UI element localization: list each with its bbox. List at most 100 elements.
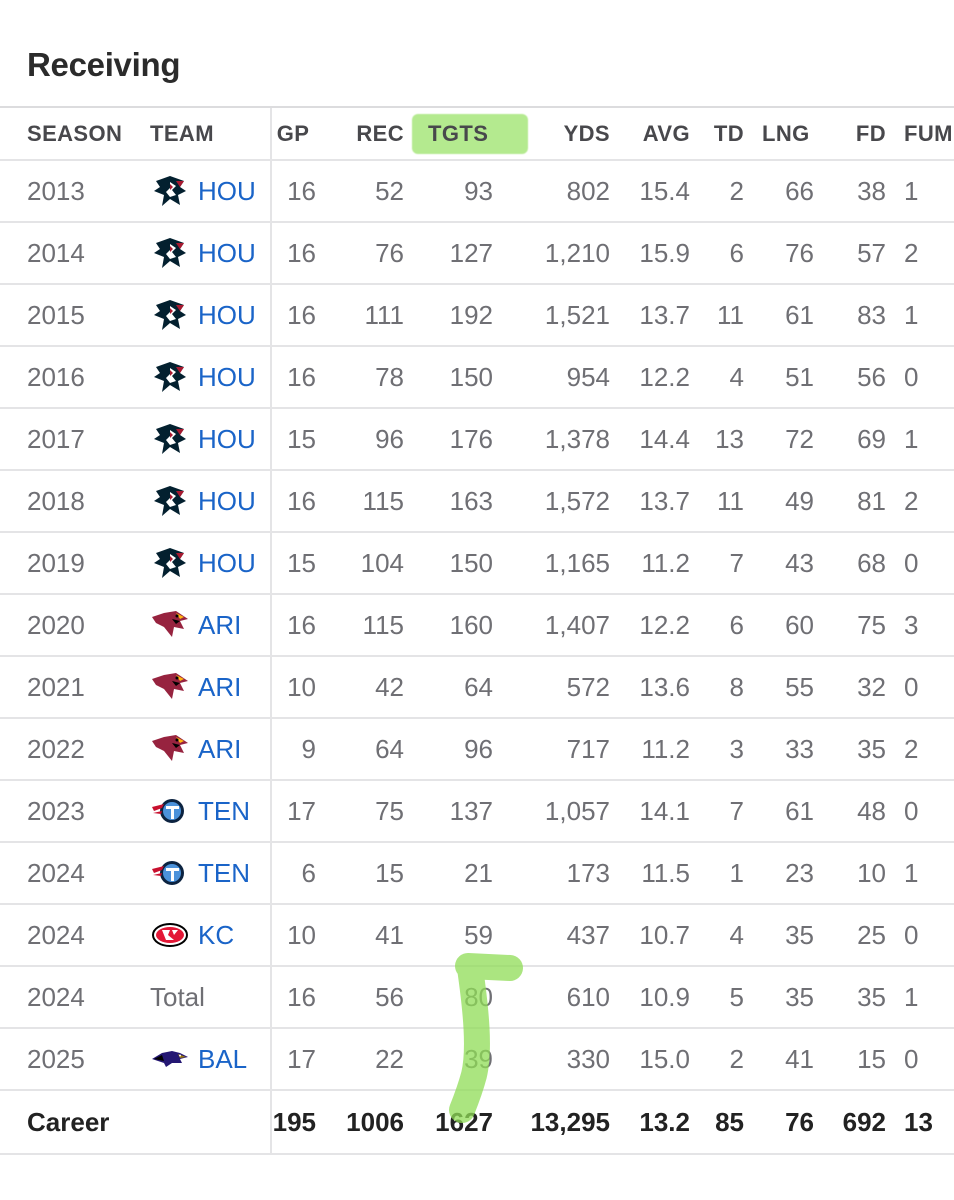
fd-cell: 32 <box>857 671 886 702</box>
avg-cell: 11.5 <box>641 857 690 888</box>
avg-cell: 15.4 <box>639 175 690 206</box>
fd-cell: 38 <box>857 175 886 206</box>
fum-cell: 1 <box>904 299 919 330</box>
team-link[interactable]: TEN <box>198 857 250 888</box>
column-divider <box>270 905 272 965</box>
header-gp[interactable]: GP <box>276 120 310 146</box>
header-fum[interactable]: FUM <box>904 120 953 146</box>
season-cell: 2016 <box>27 361 85 392</box>
team-cell[interactable]: KC <box>150 905 234 965</box>
team-cell[interactable]: HOU <box>150 533 256 593</box>
table-row: 2024 Total 16 56 80 610 10.9 5 35 35 1 <box>0 967 954 1029</box>
tgts-cell: 192 <box>449 299 493 330</box>
team-cell[interactable]: HOU <box>150 161 256 221</box>
career-label: Career <box>27 1106 110 1137</box>
avg-cell: 14.1 <box>639 795 690 826</box>
team-cell[interactable]: HOU <box>150 285 256 345</box>
yds-cell: 572 <box>566 671 610 702</box>
cardinals-logo-icon <box>150 731 190 767</box>
header-avg[interactable]: AVG <box>642 120 690 146</box>
header-yds[interactable]: YDS <box>563 120 610 146</box>
career-td: 85 <box>715 1106 744 1137</box>
yds-cell: 610 <box>566 981 610 1012</box>
gp-cell: 16 <box>287 609 316 640</box>
column-divider <box>270 1029 272 1089</box>
team-link[interactable]: KC <box>198 919 235 950</box>
season-cell: 2020 <box>27 609 85 640</box>
team-cell[interactable]: HOU <box>150 223 256 283</box>
fd-cell: 56 <box>857 361 886 392</box>
team-link[interactable]: HOU <box>198 175 256 206</box>
season-cell: 2025 <box>27 1043 85 1074</box>
team-cell[interactable]: ARI <box>150 595 241 655</box>
rec-cell: 104 <box>360 547 404 578</box>
lng-cell: 76 <box>785 237 814 268</box>
tgts-cell: 80 <box>464 981 493 1012</box>
table-row: 2016 HOU 16 78 150 954 12.2 4 51 56 0 <box>0 347 954 409</box>
gp-cell: 9 <box>301 733 316 764</box>
team-link[interactable]: ARI <box>198 671 242 702</box>
column-divider <box>270 471 272 531</box>
column-divider <box>270 967 272 1027</box>
team-cell[interactable]: HOU <box>150 409 256 469</box>
team-link[interactable]: HOU <box>198 361 256 392</box>
avg-cell: 10.9 <box>639 981 690 1012</box>
tgts-cell: 59 <box>464 919 493 950</box>
header-tgts[interactable]: TGTS <box>428 120 489 146</box>
tgts-header-highlight <box>412 114 528 154</box>
lng-cell: 51 <box>785 361 814 392</box>
team-cell[interactable]: HOU <box>150 471 256 531</box>
team-link[interactable]: ARI <box>198 609 242 640</box>
fd-cell: 48 <box>857 795 886 826</box>
column-divider <box>270 108 272 159</box>
header-rec[interactable]: REC <box>356 120 404 146</box>
team-cell[interactable]: BAL <box>150 1029 247 1089</box>
lng-cell: 61 <box>785 299 814 330</box>
fum-cell: 2 <box>904 237 919 268</box>
team-cell[interactable]: TEN <box>150 781 250 841</box>
fum-cell: 0 <box>904 919 919 950</box>
rec-cell: 56 <box>375 981 404 1012</box>
tgts-cell: 96 <box>464 733 493 764</box>
rec-cell: 41 <box>375 919 404 950</box>
header-td[interactable]: TD <box>713 120 744 146</box>
texans-logo-icon <box>150 173 190 209</box>
team-link[interactable]: HOU <box>198 299 256 330</box>
season-cell: 2021 <box>27 671 85 702</box>
table-body: 2013 HOU 16 52 93 802 15.4 2 66 38 1 2014 HOU 16 76 1… <box>0 161 954 1091</box>
gp-cell: 16 <box>287 237 316 268</box>
career-gp: 195 <box>272 1106 316 1137</box>
team-link[interactable]: HOU <box>198 237 256 268</box>
fum-cell: 0 <box>904 1043 919 1074</box>
fum-cell: 2 <box>904 485 919 516</box>
gp-cell: 16 <box>287 299 316 330</box>
rec-cell: 75 <box>375 795 404 826</box>
table-row: 2023 TEN 17 75 137 1,057 14.1 7 61 48 0 <box>0 781 954 843</box>
team-link[interactable]: BAL <box>198 1043 248 1074</box>
team-cell[interactable]: ARI <box>150 719 241 779</box>
gp-cell: 10 <box>287 671 316 702</box>
table-row: 2024 TEN 6 15 21 173 11.5 1 23 10 1 <box>0 843 954 905</box>
season-cell: 2017 <box>27 423 85 454</box>
rec-cell: 64 <box>375 733 404 764</box>
team-cell[interactable]: HOU <box>150 347 256 407</box>
fum-cell: 0 <box>904 547 919 578</box>
team-link[interactable]: HOU <box>198 485 256 516</box>
header-team[interactable]: TEAM <box>150 120 214 146</box>
header-season[interactable]: SEASON <box>27 120 123 146</box>
tgts-cell: 137 <box>449 795 493 826</box>
table-row: 2014 HOU 16 76 127 1,210 15.9 6 76 57 2 <box>0 223 954 285</box>
team-cell[interactable]: TEN <box>150 843 250 903</box>
header-fd[interactable]: FD <box>855 120 886 146</box>
texans-logo-icon <box>150 297 190 333</box>
avg-cell: 15.9 <box>639 237 690 268</box>
tgts-cell: 64 <box>464 671 493 702</box>
team-link[interactable]: HOU <box>198 423 256 454</box>
team-link[interactable]: TEN <box>198 795 250 826</box>
team-cell[interactable]: ARI <box>150 657 241 717</box>
column-divider <box>270 781 272 841</box>
td-cell: 6 <box>729 609 744 640</box>
team-link[interactable]: HOU <box>198 547 256 578</box>
team-link[interactable]: ARI <box>198 733 242 764</box>
header-lng[interactable]: LNG <box>762 120 810 146</box>
